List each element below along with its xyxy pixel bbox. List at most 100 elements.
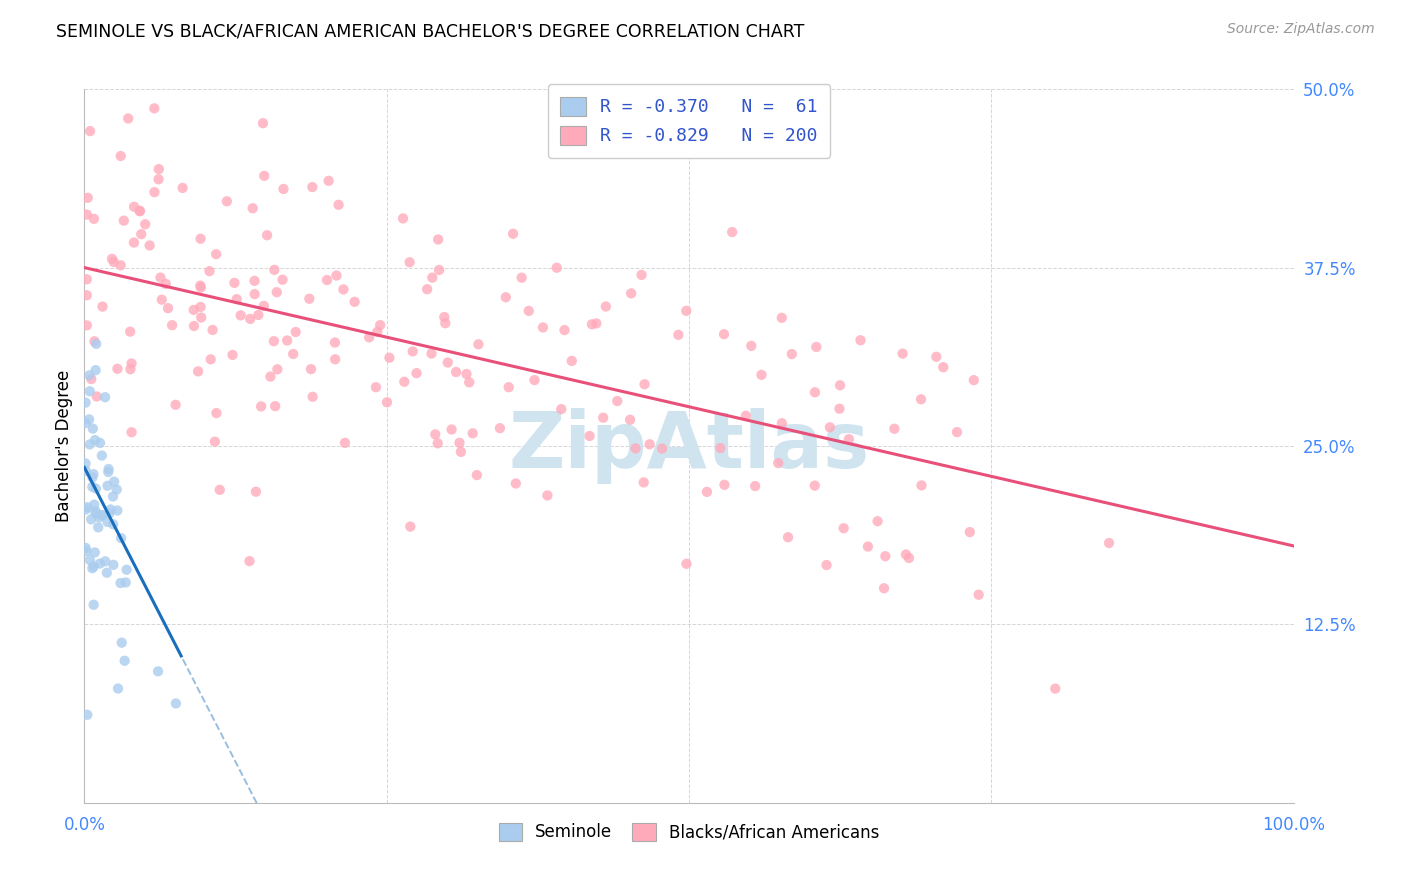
Point	[146, 665, 169, 679]
Point	[82, 422, 104, 436]
Point	[114, 575, 136, 590]
Point	[84, 504, 107, 518]
Point	[495, 290, 517, 304]
Point	[770, 417, 793, 431]
Point	[740, 339, 762, 353]
Point	[208, 483, 231, 497]
Point	[891, 346, 914, 360]
Point	[359, 330, 381, 344]
Point	[84, 433, 107, 447]
Point	[633, 377, 655, 392]
Point	[103, 558, 125, 572]
Point	[721, 225, 744, 239]
Point	[734, 409, 756, 423]
Point	[416, 282, 439, 296]
Point	[115, 563, 138, 577]
Point	[434, 316, 457, 330]
Point	[76, 272, 98, 286]
Point	[120, 325, 142, 339]
Point	[283, 347, 305, 361]
Point	[301, 390, 323, 404]
Point	[245, 484, 267, 499]
Point	[1098, 536, 1121, 550]
Point	[89, 436, 111, 450]
Point	[450, 445, 472, 459]
Point	[110, 149, 132, 163]
Point	[426, 436, 449, 450]
Point	[215, 194, 238, 209]
Point	[190, 280, 212, 294]
Point	[420, 270, 443, 285]
Point	[90, 449, 112, 463]
Point	[273, 182, 295, 196]
Point	[550, 402, 572, 417]
Point	[107, 361, 129, 376]
Point	[578, 429, 600, 443]
Point	[86, 390, 108, 404]
Point	[247, 308, 270, 322]
Point	[768, 456, 790, 470]
Point	[440, 423, 463, 437]
Point	[856, 540, 879, 554]
Point	[713, 477, 735, 491]
Point	[505, 476, 527, 491]
Point	[427, 232, 450, 246]
Point	[128, 203, 150, 218]
Point	[75, 544, 97, 558]
Point	[266, 362, 288, 376]
Point	[259, 369, 281, 384]
Point	[959, 524, 981, 539]
Point	[204, 434, 226, 449]
Point	[82, 467, 104, 482]
Point	[121, 356, 143, 370]
Point	[925, 350, 948, 364]
Legend: Seminole, Blacks/African Americans: Seminole, Blacks/African Americans	[492, 816, 886, 848]
Point	[332, 282, 354, 296]
Point	[97, 515, 120, 529]
Point	[873, 581, 896, 595]
Point	[122, 235, 145, 250]
Point	[198, 264, 221, 278]
Point	[75, 457, 97, 471]
Point	[89, 557, 111, 571]
Point	[83, 498, 105, 512]
Point	[225, 292, 247, 306]
Point	[264, 399, 287, 413]
Point	[266, 285, 288, 300]
Point	[77, 412, 100, 426]
Point	[120, 362, 142, 376]
Point	[82, 470, 104, 484]
Point	[444, 365, 467, 379]
Point	[101, 490, 124, 504]
Point	[76, 208, 98, 222]
Point	[205, 247, 228, 261]
Point	[256, 228, 278, 243]
Point	[531, 320, 554, 334]
Point	[744, 479, 766, 493]
Point	[818, 420, 841, 434]
Point	[378, 351, 401, 365]
Point	[456, 367, 478, 381]
Point	[83, 598, 105, 612]
Point	[83, 211, 105, 226]
Point	[561, 354, 583, 368]
Point	[284, 325, 307, 339]
Point	[83, 559, 105, 574]
Point	[187, 364, 209, 378]
Point	[502, 227, 524, 241]
Point	[375, 395, 398, 409]
Point	[100, 502, 122, 516]
Point	[638, 437, 661, 451]
Point	[392, 211, 415, 226]
Point	[838, 432, 860, 446]
Point	[633, 475, 655, 490]
Point	[76, 500, 98, 515]
Point	[91, 508, 114, 523]
Point	[806, 340, 828, 354]
Point	[343, 294, 366, 309]
Point	[510, 270, 533, 285]
Point	[190, 310, 212, 325]
Point	[675, 557, 697, 571]
Point	[150, 293, 173, 307]
Point	[585, 317, 607, 331]
